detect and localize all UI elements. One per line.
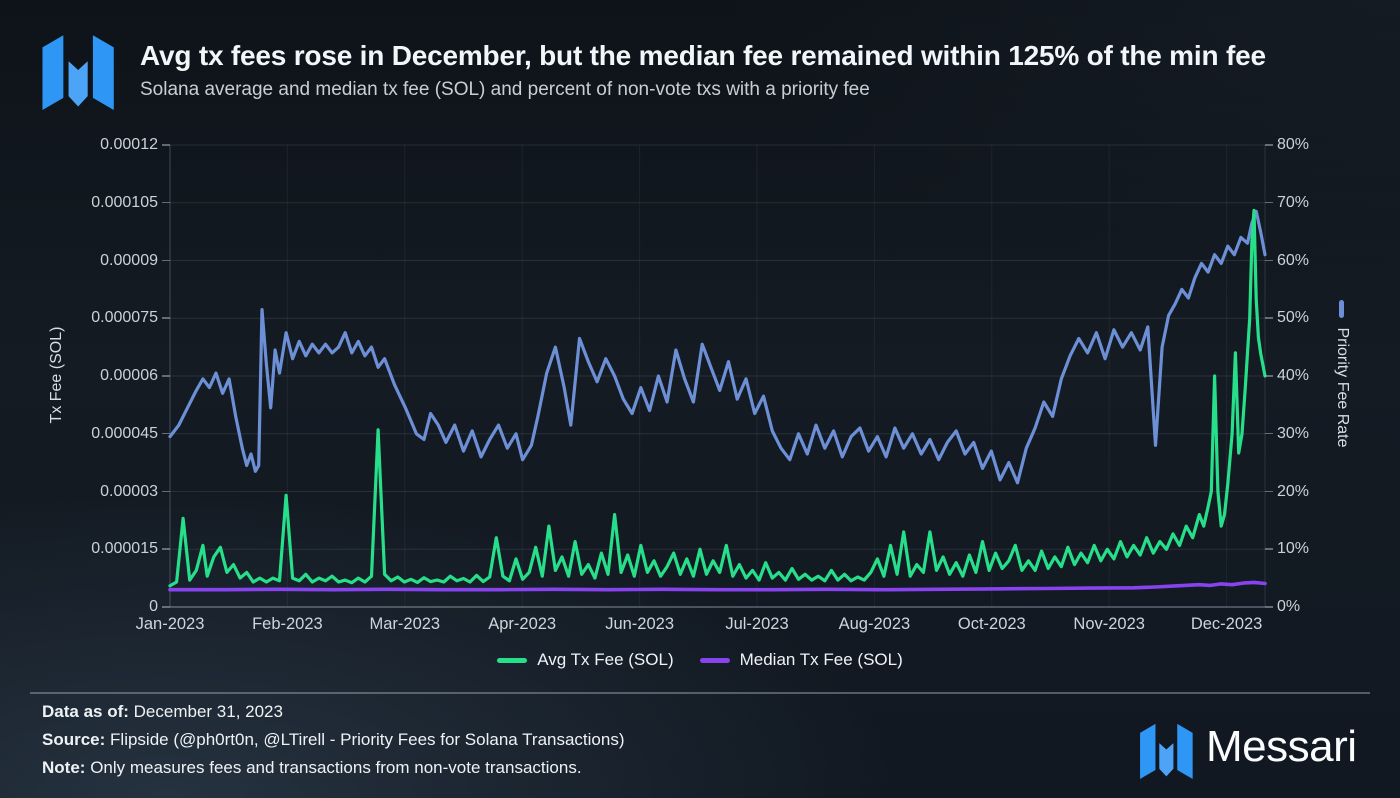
axis-tick-mark — [162, 201, 170, 204]
priority-fee-rate-swatch-icon — [1339, 300, 1345, 319]
y-axis-left-title-label: Tx Fee (SOL) — [48, 326, 65, 424]
note-value: Only measures fees and transactions from… — [90, 758, 582, 777]
messari-footer-logo-icon — [1140, 723, 1193, 779]
note-line: Note: Only measures fees and transaction… — [42, 758, 582, 778]
y-axis-left-tick-label: 0.00006 — [100, 367, 158, 384]
page-subtitle: Solana average and median tx fee (SOL) a… — [140, 79, 870, 100]
axis-tick-mark — [162, 490, 170, 492]
y-axis-left-tick-label: 0.000075 — [91, 309, 158, 327]
axis-tick-mark — [1265, 606, 1273, 608]
series-line-avg-tx-fee — [168, 208, 1267, 588]
axis-tick-mark — [162, 432, 170, 435]
legend-label-avg-tx-fee: Avg Tx Fee (SOL) — [537, 650, 674, 669]
y-axis-right-tick-label: 30% — [1277, 424, 1310, 442]
y-axis-right-tick-label: 60% — [1277, 251, 1310, 269]
y-axis-left-tick-label: 0.00012 — [100, 136, 158, 153]
footer-divider — [30, 692, 1370, 694]
axis-tick-mark — [1265, 548, 1273, 550]
y-axis-right-tick-label: 10% — [1277, 540, 1310, 558]
note-label: Note: — [42, 758, 86, 777]
messari-wordmark: Messari — [1206, 722, 1357, 771]
axis-tick-mark — [1265, 144, 1273, 146]
series-line-priority-fee-rate — [168, 209, 1267, 485]
data-as-of-label: Data as of: — [42, 702, 129, 721]
axis-tick-mark — [1265, 317, 1273, 319]
axis-tick-mark — [162, 548, 170, 550]
axis-tick-mark — [162, 375, 170, 377]
source-line: Source: Flipside (@ph0rt0n, @LTirell - P… — [42, 730, 625, 750]
x-axis-tick-label: Oct-2023 — [957, 615, 1026, 633]
y-axis-left-tick-label: 0.00003 — [100, 482, 158, 500]
axis-tick-mark — [1265, 490, 1273, 492]
axis-tick-mark — [162, 259, 170, 261]
y-axis-left-tick-label: 0.000105 — [91, 193, 158, 211]
page-title: Avg tx fees rose in December, but the me… — [140, 40, 1266, 71]
data-as-of-value: December 31, 2023 — [133, 702, 283, 721]
y-axis-right-title: Priority Fee Rate — [1333, 276, 1351, 472]
series-line-median-tx-fee — [168, 580, 1267, 592]
y-axis-right-tick-label: 70% — [1277, 193, 1310, 211]
y-axis-left-tick-label: 0.000045 — [91, 424, 158, 442]
legend-item-median-tx-fee: Median Tx Fee (SOL) — [699, 650, 903, 670]
x-axis-tick-label: Nov-2023 — [1073, 615, 1145, 633]
y-axis-right-title-label: Priority Fee Rate — [1334, 327, 1351, 448]
x-axis-tick-label: Apr-2023 — [488, 615, 557, 633]
axis-tick-mark — [1265, 375, 1273, 377]
legend-item-avg-tx-fee: Avg Tx Fee (SOL) — [497, 650, 674, 670]
y-axis-right-tick-label: 20% — [1277, 482, 1310, 500]
x-axis-tick-label: Mar-2023 — [369, 615, 441, 633]
y-axis-right-tick-label: 50% — [1277, 309, 1310, 327]
x-axis-tick-label: Jun-2023 — [605, 615, 674, 633]
chart-plot-area — [168, 144, 1267, 608]
y-axis-right-tick-label: 40% — [1277, 367, 1310, 384]
y-axis-left-title: Tx Fee (SOL) — [48, 304, 66, 446]
axis-tick-mark — [162, 144, 170, 146]
x-axis-tick-label: Jul-2023 — [725, 615, 789, 633]
y-axis-right-tick-label: 0% — [1277, 598, 1301, 615]
y-axis-left-tick-label: 0 — [149, 598, 158, 615]
x-axis-tick-label: Jan-2023 — [135, 615, 205, 633]
source-value: Flipside (@ph0rt0n, @LTirell - Priority … — [110, 730, 625, 749]
y-axis-right-tick-label: 80% — [1277, 136, 1310, 153]
axis-tick-mark — [162, 317, 170, 319]
x-axis-tick-label: Dec-2023 — [1190, 615, 1263, 633]
data-as-of-line: Data as of: December 31, 2023 — [42, 702, 283, 722]
avg-tx-fee-swatch-icon — [497, 657, 528, 663]
median-tx-fee-swatch-icon — [699, 657, 730, 663]
axis-tick-mark — [162, 606, 170, 608]
axis-tick-mark — [1265, 259, 1273, 261]
y-axis-left-tick-label: 0.000015 — [91, 540, 158, 558]
x-axis-tick-label: Aug-2023 — [838, 615, 911, 633]
source-label: Source: — [42, 730, 106, 749]
y-axis-left-tick-label: 0.00009 — [100, 251, 158, 269]
axis-tick-mark — [1265, 201, 1273, 204]
legend-label-median-tx-fee: Median Tx Fee (SOL) — [739, 650, 903, 669]
messari-logo-icon — [42, 35, 114, 110]
axis-tick-mark — [1265, 432, 1273, 435]
chart-legend: Avg Tx Fee (SOL) Median Tx Fee (SOL) — [0, 650, 1400, 670]
x-axis-tick-label: Feb-2023 — [252, 615, 323, 633]
